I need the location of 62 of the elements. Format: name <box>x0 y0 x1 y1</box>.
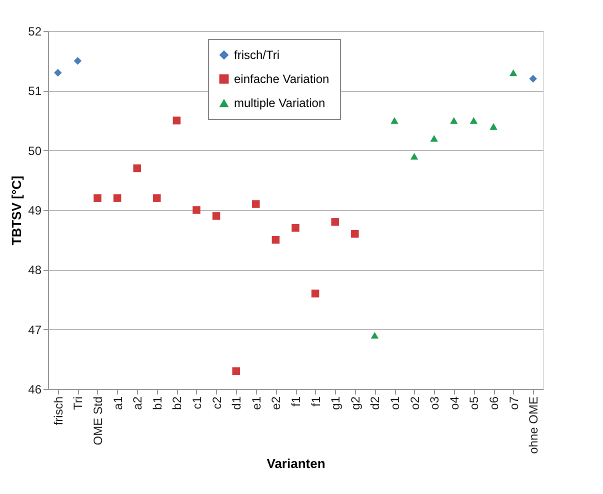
x-tick-label: o7 <box>506 396 521 410</box>
y-tick-label: 46 <box>28 382 42 396</box>
point <box>272 236 280 244</box>
point <box>450 117 458 124</box>
y-tick-label: 52 <box>28 24 42 38</box>
x-tick-label: e1 <box>249 396 264 410</box>
point <box>292 224 300 232</box>
legend-label: frisch/Tri <box>234 48 280 62</box>
y-axis-title: TBTSV [°C] <box>9 176 24 246</box>
point <box>133 164 141 172</box>
x-tick-label: Tri <box>71 396 86 410</box>
x-tick-label: b1 <box>150 396 164 410</box>
point <box>212 212 220 220</box>
point <box>529 74 537 83</box>
point <box>351 230 359 238</box>
x-tick-label: f1 <box>308 396 323 407</box>
x-tick-label: g1 <box>328 396 343 410</box>
point <box>430 135 438 142</box>
y-tick-label: 48 <box>28 263 42 278</box>
x-axis-title: Varianten <box>266 456 326 471</box>
point <box>153 194 161 202</box>
x-tick-label: c1 <box>190 396 204 410</box>
x-tick-label: a2 <box>130 396 145 410</box>
point <box>172 116 181 124</box>
y-tick-label: 50 <box>28 144 42 158</box>
x-tick-label: b2 <box>170 396 184 410</box>
point <box>192 206 200 214</box>
point <box>113 194 122 202</box>
point <box>54 68 62 77</box>
point <box>74 56 82 65</box>
point <box>410 152 418 160</box>
x-tick-label: a1 <box>110 396 125 410</box>
point <box>509 69 518 76</box>
x-tick-label: d1 <box>230 396 244 410</box>
x-tick-label: c2 <box>210 396 224 410</box>
x-tick-label: frisch <box>51 396 66 426</box>
x-tick-label: ohne OME <box>526 396 541 454</box>
x-tick-label: d2 <box>368 396 382 410</box>
x-tick-label: o1 <box>388 396 402 410</box>
y-tick-label: 51 <box>28 84 42 98</box>
legend-label: multiple Variation <box>234 96 326 110</box>
x-tick-label: e2 <box>269 396 284 410</box>
y-tick-label: 47 <box>28 322 42 337</box>
point <box>370 332 379 339</box>
point <box>252 200 260 208</box>
x-tick-label: OME Std <box>91 396 105 446</box>
y-tick-label: 49 <box>28 204 42 218</box>
x-tick-label: f1 <box>289 396 303 407</box>
point <box>490 123 498 130</box>
point <box>470 117 478 124</box>
point <box>331 218 339 226</box>
x-tick-label: o3 <box>428 396 442 410</box>
x-tick-label: g2 <box>348 396 362 410</box>
point <box>311 290 320 298</box>
point <box>94 194 102 202</box>
point <box>232 367 240 375</box>
point <box>390 117 398 124</box>
x-tick-label: o6 <box>487 396 501 410</box>
x-tick-label: o2 <box>408 396 422 410</box>
x-tick-label: o4 <box>447 396 462 410</box>
x-tick-label: o5 <box>467 396 482 410</box>
legend-label: einfache Variation <box>234 72 330 86</box>
